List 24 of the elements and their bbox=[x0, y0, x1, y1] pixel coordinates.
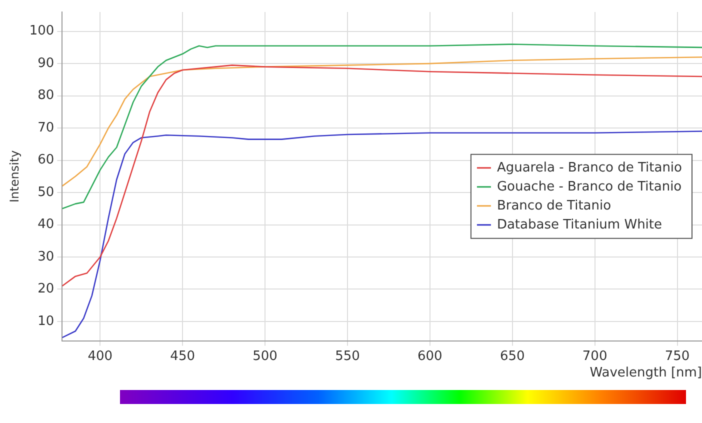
x-tick-label: 650 bbox=[500, 348, 525, 364]
x-tick-label: 550 bbox=[335, 348, 360, 364]
x-tick-label: 750 bbox=[664, 348, 690, 364]
y-tick-label: 10 bbox=[38, 314, 54, 329]
y-axis-title: Intensity bbox=[7, 150, 22, 203]
y-tick-label: 30 bbox=[38, 249, 54, 264]
legend-label: Branco de Titanio bbox=[496, 198, 612, 214]
y-tick-label: 80 bbox=[38, 88, 54, 104]
y-tick-label: 100 bbox=[29, 24, 54, 39]
legend-label: Aguarela - Branco de Titanio bbox=[496, 160, 682, 176]
y-tick-label: 20 bbox=[38, 282, 54, 297]
y-tick-label: 90 bbox=[38, 56, 54, 71]
y-tick-label: 50 bbox=[38, 184, 54, 200]
x-tick-label: 450 bbox=[170, 348, 195, 364]
x-tick-label: 700 bbox=[582, 348, 608, 364]
x-tick-label: 600 bbox=[418, 348, 442, 364]
x-tick-label: 500 bbox=[252, 348, 278, 364]
legend-label: Database Titanium White bbox=[496, 217, 662, 232]
y-tick-label: 40 bbox=[38, 217, 54, 232]
legend-label: Gouache - Branco de Titanio bbox=[496, 179, 682, 194]
y-tick-label: 70 bbox=[38, 120, 54, 136]
x-axis-title: Wavelength [nm] bbox=[590, 366, 702, 381]
y-tick-label: 60 bbox=[38, 152, 54, 168]
x-tick-label: 400 bbox=[88, 348, 113, 364]
